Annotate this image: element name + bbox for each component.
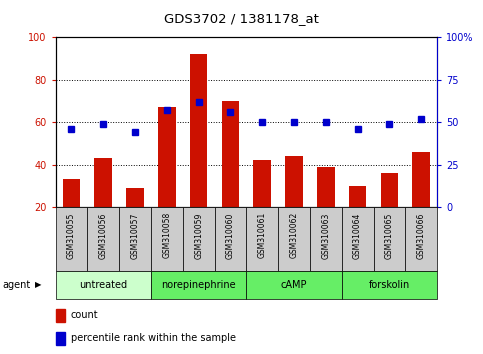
Bar	[246, 207, 278, 271]
Bar	[56, 271, 151, 299]
Text: GSM310065: GSM310065	[385, 212, 394, 258]
Text: GSM310063: GSM310063	[321, 212, 330, 258]
Text: GSM310060: GSM310060	[226, 212, 235, 258]
Text: GSM310061: GSM310061	[258, 212, 267, 258]
Text: ▶: ▶	[35, 280, 41, 290]
Text: GSM310055: GSM310055	[67, 212, 76, 258]
Bar	[342, 207, 373, 271]
Bar	[405, 207, 437, 271]
Text: norepinephrine: norepinephrine	[161, 280, 236, 290]
Bar	[63, 179, 80, 207]
Bar	[349, 186, 367, 207]
Bar	[151, 271, 246, 299]
Bar	[56, 332, 65, 345]
Text: GSM310062: GSM310062	[289, 212, 298, 258]
Text: GSM310057: GSM310057	[130, 212, 140, 258]
Bar	[412, 152, 430, 207]
Bar	[87, 207, 119, 271]
Bar	[222, 101, 239, 207]
Text: percentile rank within the sample: percentile rank within the sample	[71, 333, 236, 343]
Text: cAMP: cAMP	[281, 280, 307, 290]
Bar	[95, 158, 112, 207]
Bar	[126, 188, 144, 207]
Text: GSM310066: GSM310066	[417, 212, 426, 258]
Text: GSM310064: GSM310064	[353, 212, 362, 258]
Bar	[158, 107, 176, 207]
Text: GSM310059: GSM310059	[194, 212, 203, 258]
Text: GSM310056: GSM310056	[99, 212, 108, 258]
Bar	[151, 207, 183, 271]
Bar	[246, 271, 342, 299]
Bar	[214, 207, 246, 271]
Text: GSM310058: GSM310058	[162, 212, 171, 258]
Bar	[285, 156, 303, 207]
Bar	[278, 207, 310, 271]
Text: GDS3702 / 1381178_at: GDS3702 / 1381178_at	[164, 12, 319, 25]
Text: untreated: untreated	[79, 280, 128, 290]
Bar	[183, 207, 214, 271]
Bar	[254, 160, 271, 207]
Bar	[373, 207, 405, 271]
Text: agent: agent	[2, 280, 30, 290]
Bar	[317, 167, 335, 207]
Bar	[56, 309, 65, 322]
Bar	[190, 54, 207, 207]
Bar	[381, 173, 398, 207]
Bar	[342, 271, 437, 299]
Bar	[119, 207, 151, 271]
Text: forskolin: forskolin	[369, 280, 410, 290]
Bar	[310, 207, 342, 271]
Text: count: count	[71, 310, 99, 320]
Bar	[56, 207, 87, 271]
